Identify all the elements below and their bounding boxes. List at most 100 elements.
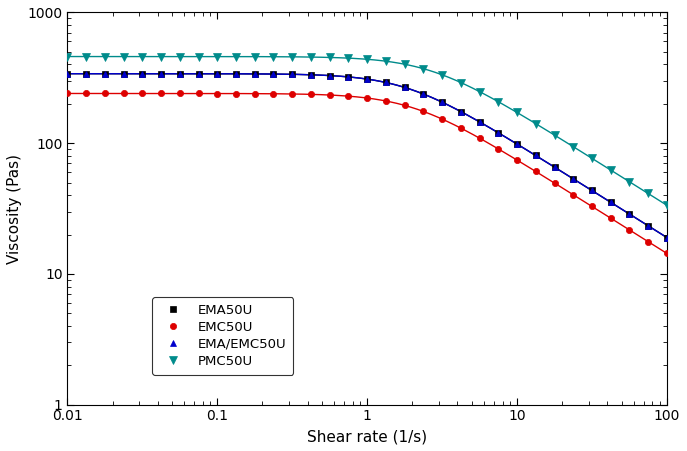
PMC50U [513,110,521,115]
EMA50U [213,71,221,77]
EMC50U [101,91,109,96]
EMC50U [307,92,315,97]
EMC50U [326,92,334,98]
EMA50U [475,119,484,124]
EMC50U [419,109,427,114]
EMA/EMC50U [475,119,484,124]
EMA/EMC50U [363,76,371,82]
EMA/EMC50U [663,235,671,240]
PMC50U [644,191,652,196]
EMC50U [513,157,521,163]
EMA/EMC50U [288,72,296,77]
EMA50U [644,223,652,229]
PMC50U [457,80,465,85]
EMA/EMC50U [513,141,521,147]
EMA50U [120,71,128,76]
PMC50U [607,167,615,173]
EMA/EMC50U [457,109,465,114]
EMC50U [381,98,390,104]
EMA/EMC50U [251,71,259,77]
EMC50U [588,204,596,209]
PMC50U [588,156,596,161]
PMC50U [532,121,540,126]
EMA50U [438,99,446,105]
EMA50U [625,211,633,216]
EMC50U [569,192,577,198]
EMA/EMC50U [625,211,633,216]
EMA/EMC50U [494,130,502,135]
EMA50U [82,71,90,76]
EMA50U [663,235,671,240]
EMA50U [63,71,71,76]
PMC50U [381,59,390,64]
EMA50U [288,72,296,77]
EMA50U [326,73,334,78]
PMC50U [494,99,502,105]
Y-axis label: Viscosity (Pas): Viscosity (Pas) [7,153,22,263]
EMC50U [457,125,465,131]
EMA50U [307,72,315,78]
EMC50U [663,251,671,256]
EMA/EMC50U [588,188,596,193]
PMC50U [344,55,352,61]
EMA/EMC50U [120,71,128,76]
EMA50U [381,80,390,85]
EMC50U [176,91,184,96]
PMC50U [194,54,203,59]
EMC50U [138,91,146,96]
EMC50U [475,135,484,141]
PMC50U [569,144,577,149]
EMC50U [157,91,166,96]
PMC50U [63,54,71,59]
PMC50U [419,66,427,71]
PMC50U [475,89,484,94]
PMC50U [82,54,90,59]
X-axis label: Shear rate (1/s): Shear rate (1/s) [307,429,427,444]
PMC50U [326,55,334,60]
PMC50U [663,202,671,208]
PMC50U [288,54,296,60]
EMA/EMC50U [176,71,184,76]
EMA50U [194,71,203,76]
EMC50U [644,239,652,244]
PMC50U [101,54,109,59]
EMC50U [288,91,296,97]
EMC50U [344,93,352,99]
PMC50U [232,54,240,59]
PMC50U [213,54,221,59]
PMC50U [438,72,446,78]
EMA/EMC50U [63,71,71,76]
EMA50U [138,71,146,76]
Line: EMA/EMC50U: EMA/EMC50U [65,70,670,241]
EMA/EMC50U [344,74,352,80]
EMA50U [363,76,371,82]
PMC50U [363,56,371,62]
Line: EMC50U: EMC50U [65,90,670,257]
PMC50U [550,133,559,138]
EMC50U [82,91,90,96]
EMC50U [494,146,502,152]
EMA50U [419,91,427,97]
EMA50U [232,71,240,77]
EMC50U [251,91,259,97]
EMA50U [101,71,109,76]
EMA/EMC50U [419,91,427,97]
EMA50U [513,141,521,147]
EMA/EMC50U [644,223,652,229]
EMA50U [176,71,184,76]
EMC50U [625,227,633,233]
PMC50U [625,179,633,184]
EMA/EMC50U [269,71,278,77]
PMC50U [120,54,128,59]
Line: PMC50U: PMC50U [64,53,671,209]
EMA/EMC50U [213,71,221,77]
EMA50U [569,176,577,181]
EMA50U [550,165,559,170]
EMC50U [401,103,409,108]
EMA50U [607,200,615,205]
EMA50U [269,71,278,77]
PMC50U [251,54,259,60]
EMC50U [550,180,559,186]
EMA50U [251,71,259,77]
EMC50U [194,91,203,96]
